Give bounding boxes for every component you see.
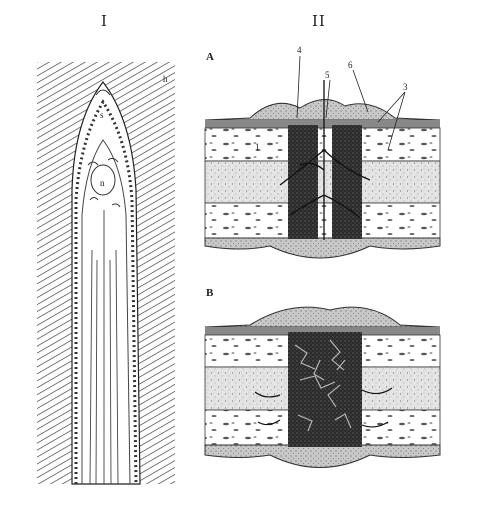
panel-ii-a: A 4 5 6 3 1: [204, 45, 441, 259]
fungal-mass-b: [294, 339, 352, 432]
dark-column-left-a: [288, 125, 318, 239]
label-a: A: [206, 51, 214, 63]
panel-i: h s n: [37, 62, 175, 485]
pointer-4: [296, 55, 301, 119]
cell-band-1-a: [204, 127, 441, 162]
stipple-band-a: [204, 160, 441, 204]
lower-mound-a: [204, 237, 441, 259]
label-5: 5: [325, 70, 330, 80]
label-4: 4: [297, 45, 302, 55]
panel-title-right: II: [312, 12, 326, 30]
label-1: 1: [255, 142, 260, 152]
surface-layer-a: [205, 120, 440, 128]
cell-marks: [87, 157, 121, 208]
upper-mound-b: [204, 306, 441, 328]
spreading-hyphae-b: [254, 387, 393, 428]
tip-cap: [95, 89, 111, 96]
dark-column-right-a: [332, 125, 362, 239]
apical-outline: [71, 81, 141, 485]
cell-band-2-a: [204, 202, 441, 239]
label-b: B: [206, 287, 214, 299]
pointer-3a: [377, 91, 406, 123]
label-6: 6: [348, 60, 353, 70]
lower-mound-b: [204, 444, 441, 468]
upper-mound-a: [204, 99, 441, 121]
fungal-hyphae-a: [279, 80, 371, 240]
label-s: s: [100, 110, 104, 120]
label-h: h: [163, 74, 168, 84]
vascular-strands: [89, 210, 119, 485]
surface-layer-b: [205, 327, 440, 335]
beaded-wall: [74, 99, 138, 485]
panel-title-left: I: [101, 12, 108, 30]
label-n: n: [100, 178, 105, 188]
pointer-6: [352, 69, 369, 113]
pointer-5: [325, 79, 331, 119]
nucleus-region: [90, 164, 116, 196]
inner-wall: [81, 139, 131, 485]
dark-column-b: [288, 332, 362, 447]
label-3: 3: [403, 82, 408, 92]
pointer-3b: [387, 91, 406, 151]
panel-ii-b: B: [204, 287, 441, 468]
